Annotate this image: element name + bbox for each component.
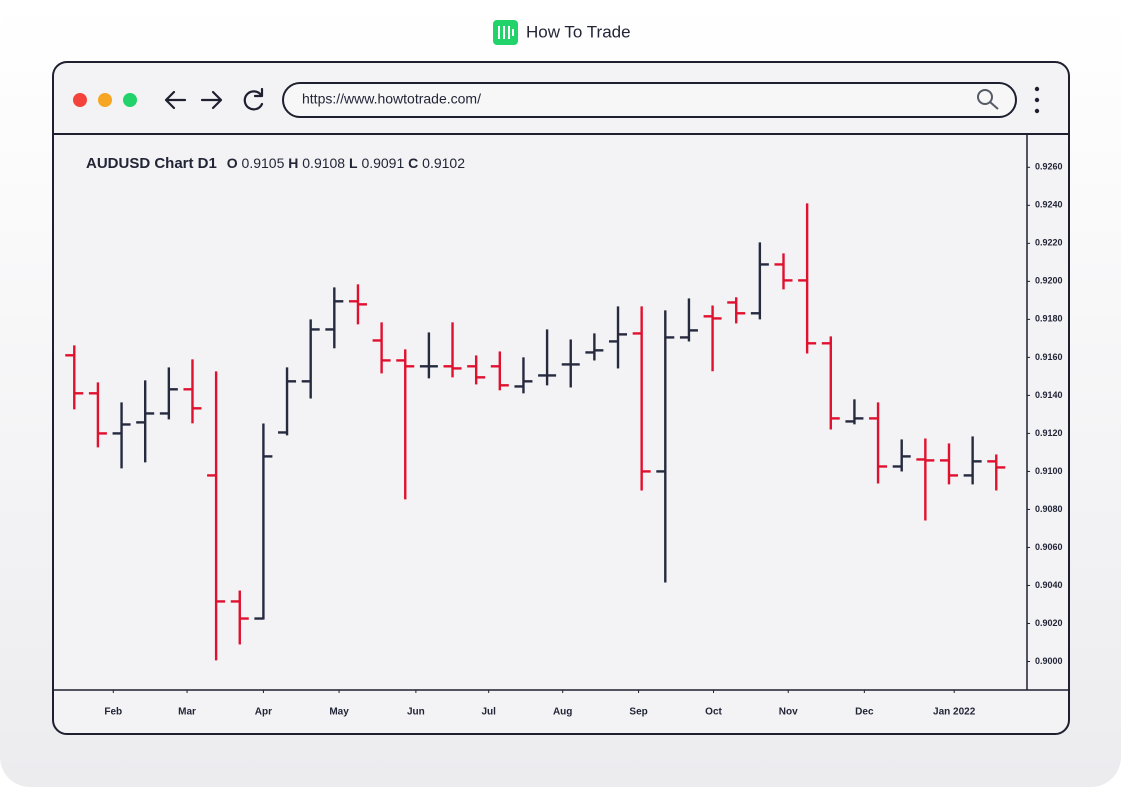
reload-button[interactable]: [243, 87, 264, 111]
x-tick-label: Apr: [255, 707, 272, 718]
menu-button[interactable]: [1034, 86, 1040, 114]
y-tick-label: 0.9240: [1035, 200, 1063, 210]
summary-label: H: [288, 155, 298, 171]
y-tick-label: 0.9060: [1035, 542, 1063, 552]
y-tick-label: 0.9160: [1035, 352, 1063, 362]
y-tick-label: 0.9260: [1035, 162, 1063, 172]
address-bar[interactable]: [282, 82, 1017, 118]
y-tick-label: 0.9180: [1035, 314, 1063, 324]
browser-window: [52, 61, 1070, 735]
url: https://www.howtotrade.com/: [302, 91, 481, 107]
chart-legend: AUDUSD Chart D1 O 0.9105 H 0.9108 L 0.90…: [86, 155, 465, 172]
brand-logo-mark: [498, 26, 514, 39]
x-tick-label: Jan 2022: [933, 707, 976, 718]
search-icon[interactable]: [977, 89, 999, 110]
x-tick-label: Jun: [407, 707, 425, 718]
y-tick-label: 0.9200: [1035, 276, 1063, 286]
x-tick-label: Mar: [178, 707, 196, 718]
x-tick-label: Nov: [779, 707, 798, 718]
x-tick-label: Dec: [855, 707, 874, 718]
y-tick-label: 0.9120: [1035, 428, 1063, 438]
summary-label: L: [349, 155, 358, 171]
y-tick-label: 0.9020: [1035, 618, 1063, 628]
summary-label: C: [408, 155, 418, 171]
x-tick-label: Aug: [553, 707, 572, 718]
y-tick-label: 0.9000: [1035, 656, 1063, 666]
close-button[interactable]: [73, 93, 87, 107]
brand-logo: [493, 20, 518, 45]
y-tick-label: 0.9220: [1035, 238, 1063, 248]
y-tick-label: 0.9140: [1035, 390, 1063, 400]
maximize-button[interactable]: [123, 93, 137, 107]
y-tick-label: 0.9080: [1035, 504, 1063, 514]
y-tick-label: 0.9100: [1035, 466, 1063, 476]
x-tick-label: May: [329, 707, 349, 718]
back-button[interactable]: [164, 90, 187, 110]
summary-value: 0.9091: [361, 155, 404, 171]
summary-value: 0.9108: [302, 155, 345, 171]
x-tick-label: Feb: [104, 707, 122, 718]
forward-button[interactable]: [200, 90, 223, 110]
summary-value: 0.9102: [422, 155, 465, 171]
x-tick-label: Sep: [629, 707, 647, 718]
summary-value: 0.9105: [242, 155, 285, 171]
x-tick-label: Jul: [481, 707, 496, 718]
minimize-button[interactable]: [98, 93, 112, 107]
x-tick-label: Oct: [705, 707, 722, 718]
y-tick-label: 0.9040: [1035, 580, 1063, 590]
chart-title: AUDUSD Chart D1: [86, 155, 217, 172]
brand-name: How To Trade: [526, 22, 631, 41]
summary-label: O: [227, 155, 238, 171]
